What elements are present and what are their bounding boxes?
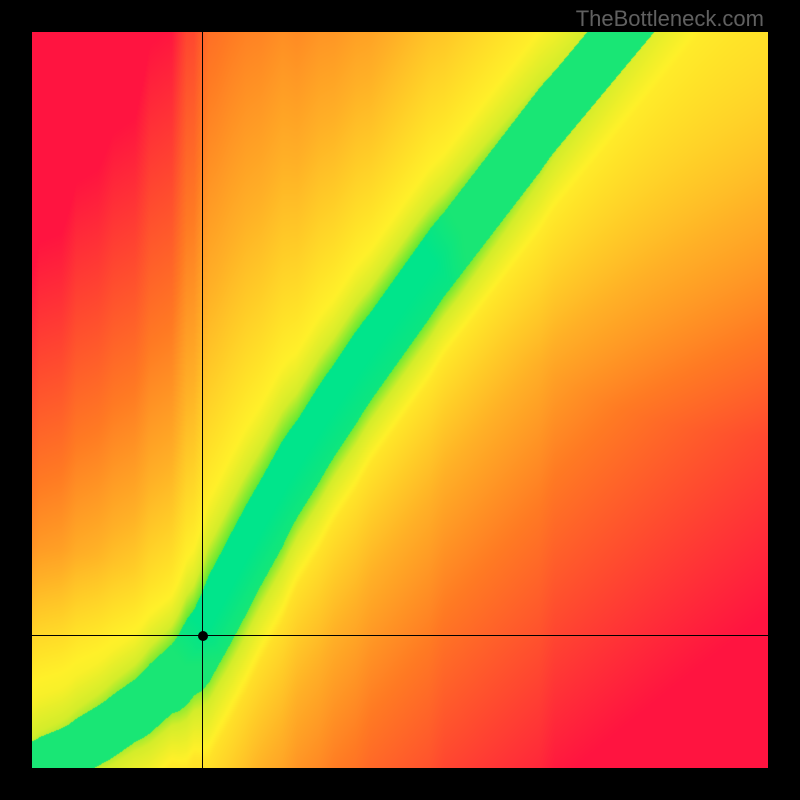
bottleneck-heatmap-canvas [32,32,768,768]
marker-crosshair-vertical [202,32,203,768]
watermark-text: TheBottleneck.com [576,6,764,32]
plot-area [32,32,768,768]
marker-dot [198,631,208,641]
marker-crosshair-horizontal [32,635,768,636]
